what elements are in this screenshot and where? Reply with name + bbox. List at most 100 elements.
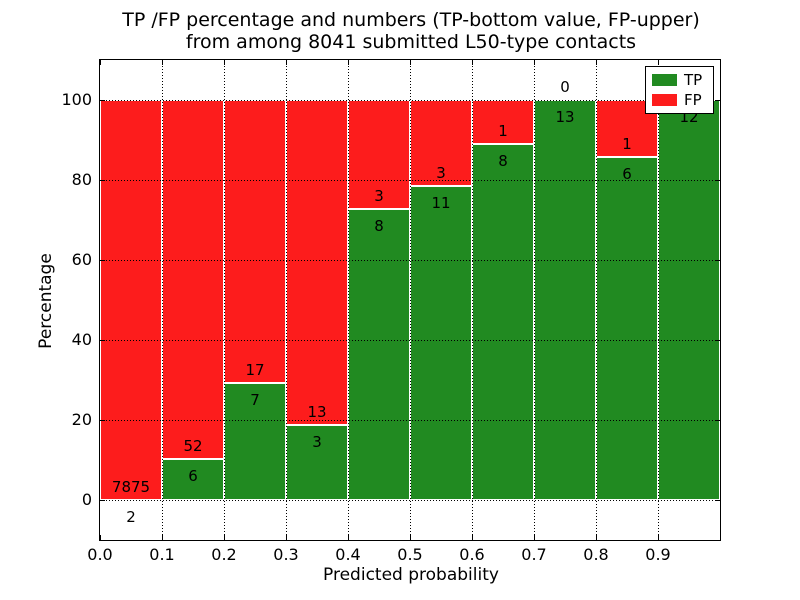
gridline-horizontal xyxy=(100,180,720,181)
legend-label-fp: FP xyxy=(684,91,702,109)
fp-bar-segment xyxy=(286,100,348,425)
x-tick-label: 0.5 xyxy=(397,545,423,564)
tick-mark-right xyxy=(715,180,720,181)
tp-count-label: 8 xyxy=(498,152,508,171)
fp-count-label: 1 xyxy=(498,122,508,141)
gridline-vertical xyxy=(162,60,163,540)
tick-mark-bottom xyxy=(658,535,659,540)
x-tick-label: 0.2 xyxy=(211,545,237,564)
tp-count-label: 2 xyxy=(126,507,136,526)
fp-count-label: 3 xyxy=(436,163,446,182)
tick-mark-left xyxy=(100,180,105,181)
legend-row-tp: TP xyxy=(652,72,707,88)
gridline-horizontal xyxy=(100,260,720,261)
tick-mark-bottom xyxy=(472,535,473,540)
tick-mark-bottom xyxy=(100,535,101,540)
legend: TP FP xyxy=(645,66,714,114)
tick-mark-right xyxy=(715,500,720,501)
tp-count-label: 6 xyxy=(188,466,198,485)
tick-mark-bottom xyxy=(534,535,535,540)
tp-count-label: 6 xyxy=(622,165,632,184)
fp-bar-segment xyxy=(100,100,162,500)
tick-mark-left xyxy=(100,340,105,341)
gridline-vertical xyxy=(286,60,287,540)
gridline-vertical xyxy=(224,60,225,540)
tick-mark-right xyxy=(715,340,720,341)
tick-mark-bottom xyxy=(286,535,287,540)
fp-count-label: 3 xyxy=(374,187,384,206)
fp-count-label: 17 xyxy=(245,361,265,380)
gridline-vertical xyxy=(348,60,349,540)
chart-title: TP /FP percentage and numbers (TP-bottom… xyxy=(100,9,722,53)
tick-mark-top xyxy=(162,60,163,65)
x-axis-label: Predicted probability xyxy=(323,565,499,585)
tick-mark-right xyxy=(715,420,720,421)
tp-count-label: 13 xyxy=(555,108,575,126)
tick-mark-left xyxy=(100,100,105,101)
tick-mark-bottom xyxy=(596,535,597,540)
tp-bar-segment xyxy=(658,100,720,500)
fp-bar-segment xyxy=(162,100,224,459)
legend-swatch-fp xyxy=(652,94,677,106)
plot-area: TP FP 27875652717313831138113061120 xyxy=(99,59,721,541)
tp-count-label: 11 xyxy=(431,193,451,212)
gridline-horizontal xyxy=(100,100,720,101)
tick-mark-top xyxy=(534,60,535,65)
gridline-vertical xyxy=(410,60,411,540)
tp-bar-segment xyxy=(410,185,472,500)
gridline-horizontal xyxy=(100,340,720,341)
tp-count-label: 7 xyxy=(250,391,260,410)
x-tick-label: 0.4 xyxy=(335,545,361,564)
tp-bar-segment xyxy=(162,458,224,500)
tp-bar-segment xyxy=(224,383,286,500)
tick-mark-bottom xyxy=(224,535,225,540)
tick-mark-top xyxy=(348,60,349,65)
fp-count-label: 13 xyxy=(307,403,327,421)
chart-title-line1: TP /FP percentage and numbers (TP-bottom… xyxy=(122,9,700,31)
tp-bar-segment xyxy=(596,157,658,500)
tick-mark-bottom xyxy=(162,535,163,540)
tick-mark-top xyxy=(410,60,411,65)
tick-mark-right xyxy=(715,100,720,101)
tick-mark-bottom xyxy=(410,535,411,540)
tick-mark-top xyxy=(658,60,659,65)
legend-label-tp: TP xyxy=(684,71,703,89)
gridline-vertical xyxy=(658,60,659,540)
x-tick-label: 0.7 xyxy=(521,545,547,564)
gridline-horizontal xyxy=(100,500,720,501)
fp-count-label: 52 xyxy=(183,436,203,455)
tp-bar-segment xyxy=(472,144,534,500)
gridline-vertical xyxy=(472,60,473,540)
tp-bar-segment xyxy=(286,425,348,500)
gridline-horizontal xyxy=(100,420,720,421)
tick-mark-left xyxy=(100,420,105,421)
x-tick-label: 0.9 xyxy=(645,545,671,564)
x-tick-label: 0.1 xyxy=(149,545,175,564)
x-tick-label: 0.3 xyxy=(273,545,299,564)
tick-mark-top xyxy=(286,60,287,65)
tick-mark-top xyxy=(224,60,225,65)
tick-mark-top xyxy=(100,60,101,65)
y-axis-label: Percentage xyxy=(36,253,56,349)
legend-row-fp: FP xyxy=(652,92,707,108)
tick-mark-bottom xyxy=(348,535,349,540)
tick-mark-left xyxy=(100,260,105,261)
gridline-vertical xyxy=(534,60,535,540)
fp-count-label: 7875 xyxy=(111,477,151,496)
fp-count-label: 0 xyxy=(560,78,570,96)
tick-mark-left xyxy=(100,500,105,501)
tick-mark-right xyxy=(715,260,720,261)
tp-bar-segment xyxy=(534,100,596,500)
y-tick-label: 0 xyxy=(81,490,92,509)
tick-mark-top xyxy=(596,60,597,65)
tp-bar-segment xyxy=(348,209,410,500)
y-tick-label: 100 xyxy=(61,90,92,109)
y-tick-label: 60 xyxy=(71,250,92,269)
chart-title-line2: from among 8041 submitted L50-type conta… xyxy=(185,31,637,53)
tp-count-label: 8 xyxy=(374,217,384,236)
tick-mark-top xyxy=(472,60,473,65)
gridline-vertical xyxy=(596,60,597,540)
fp-count-label: 1 xyxy=(622,135,632,154)
legend-swatch-tp xyxy=(652,74,677,86)
